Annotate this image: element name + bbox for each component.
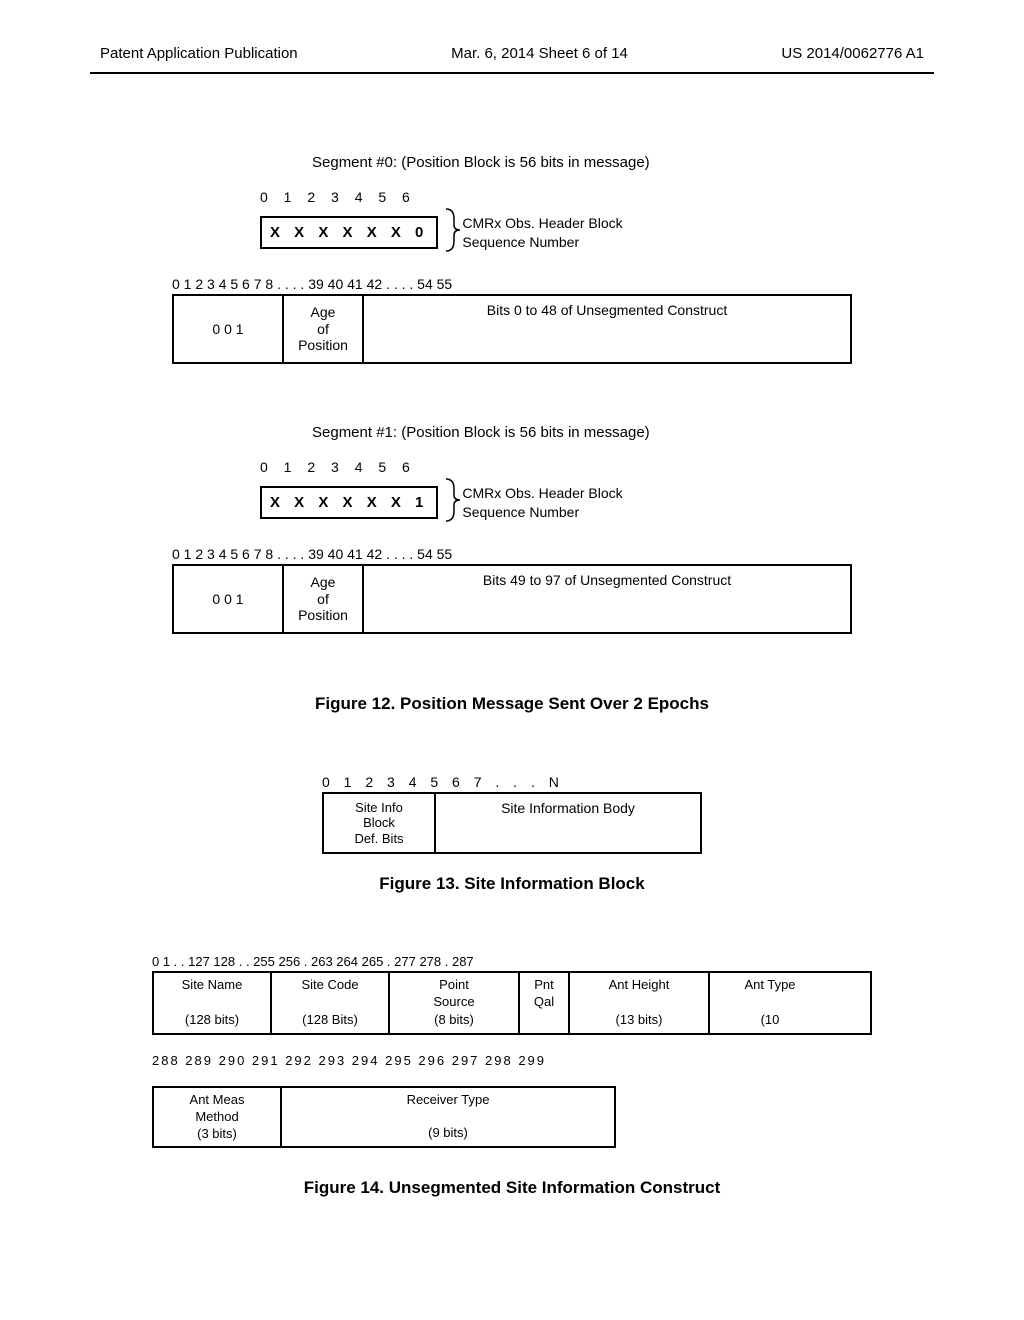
seg0-col1: 0 0 1 <box>174 296 284 362</box>
seg1-hdr-label: CMRx Obs. Header Block Sequence Number <box>462 484 622 520</box>
brace-icon <box>444 207 462 258</box>
seg1-hdr-box: X X X X X X 1 <box>260 486 438 519</box>
seg1-col2: Age of Position <box>284 566 364 632</box>
fig14-field: Ant Height(13 bits) <box>570 973 710 1033</box>
seg1-hdr-block: X X X X X X 1 CMRx Obs. Header Block Seq… <box>260 477 852 528</box>
seg0-hdr-label-2: Sequence Number <box>462 234 579 250</box>
seg1-title: Segment #1: (Position Block is 56 bits i… <box>312 424 852 441</box>
page-header: Patent Application Publication Mar. 6, 2… <box>90 45 934 74</box>
seg0-long-bits: 0 1 2 3 4 5 6 7 8 . . . . 39 40 41 42 . … <box>172 276 852 292</box>
fig13-caption: Figure 13. Site Information Block <box>90 874 934 894</box>
seg0-hdr-label-1: CMRx Obs. Header Block <box>462 215 622 231</box>
seg1-hdr-label-1: CMRx Obs. Header Block <box>462 485 622 501</box>
fig14-field: Ant Type(10 <box>710 973 830 1033</box>
fig14-field: Site Name(128 bits) <box>154 973 272 1033</box>
seg0-col3: Bits 0 to 48 of Unsegmented Construct <box>364 296 850 362</box>
seg1-col1: 0 0 1 <box>174 566 284 632</box>
seg1-long-box: 0 0 1 Age of Position Bits 49 to 97 of U… <box>172 564 852 634</box>
fig14-box1: Site Name(128 bits)Site Code(128 Bits)Po… <box>152 971 872 1035</box>
seg1-col3: Bits 49 to 97 of Unsegmented Construct <box>364 566 850 632</box>
seg0-title: Segment #0: (Position Block is 56 bits i… <box>312 154 852 171</box>
fig13-box: Site Info Block Def. Bits Site Informati… <box>322 792 702 854</box>
fig12-segment-0: Segment #0: (Position Block is 56 bits i… <box>172 154 852 364</box>
fig14-caption: Figure 14. Unsegmented Site Information … <box>90 1178 934 1198</box>
fig14-field: Site Code(128 Bits) <box>272 973 390 1033</box>
seg1-hdr-bits: 0 1 2 3 4 5 6 <box>260 459 852 475</box>
page-content: Segment #0: (Position Block is 56 bits i… <box>90 74 934 1198</box>
fig14-field: Point Source(8 bits) <box>390 973 520 1033</box>
header-left: Patent Application Publication <box>100 45 298 62</box>
fig14-bits2: 288 289 290 291 292 293 294 295 296 297 … <box>152 1053 872 1068</box>
fig13-c1: Site Info Block Def. Bits <box>324 794 436 852</box>
fig13-bits: 0 1 2 3 4 5 6 7 . . . N <box>322 774 702 790</box>
header-right: US 2014/0062776 A1 <box>781 45 924 62</box>
seg1-hdr-label-2: Sequence Number <box>462 504 579 520</box>
patent-page: Patent Application Publication Mar. 6, 2… <box>0 0 1024 1320</box>
seg1-long-bits: 0 1 2 3 4 5 6 7 8 . . . . 39 40 41 42 . … <box>172 546 852 562</box>
seg0-hdr-bits: 0 1 2 3 4 5 6 <box>260 189 852 205</box>
seg0-hdr-block: X X X X X X 0 CMRx Obs. Header Block Seq… <box>260 207 852 258</box>
fig14: 0 1 . . 127 128 . . 255 256 . 263 264 26… <box>152 954 872 1148</box>
header-center: Mar. 6, 2014 Sheet 6 of 14 <box>451 45 628 62</box>
fig14-field: Ant Meas Method(3 bits) <box>154 1088 282 1146</box>
seg0-long-box: 0 0 1 Age of Position Bits 0 to 48 of Un… <box>172 294 852 364</box>
fig12-caption: Figure 12. Position Message Sent Over 2 … <box>90 694 934 714</box>
fig14-box2: Ant Meas Method(3 bits)Receiver Type(9 b… <box>152 1086 616 1148</box>
fig12-segment-1: Segment #1: (Position Block is 56 bits i… <box>172 424 852 634</box>
seg0-hdr-label: CMRx Obs. Header Block Sequence Number <box>462 214 622 250</box>
brace-icon <box>444 477 462 528</box>
seg0-hdr-box: X X X X X X 0 <box>260 216 438 249</box>
fig14-field: Pnt Qal <box>520 973 570 1033</box>
fig14-bits1: 0 1 . . 127 128 . . 255 256 . 263 264 26… <box>152 954 872 969</box>
seg0-col2: Age of Position <box>284 296 364 362</box>
fig14-field: Receiver Type(9 bits) <box>282 1088 614 1146</box>
fig13-c2: Site Information Body <box>436 794 700 852</box>
fig13: 0 1 2 3 4 5 6 7 . . . N Site Info Block … <box>322 774 702 854</box>
